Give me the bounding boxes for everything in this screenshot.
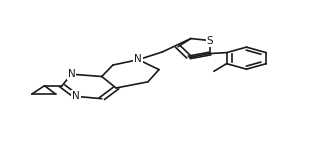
Text: N: N xyxy=(135,54,142,64)
Text: N: N xyxy=(73,91,80,101)
Text: N: N xyxy=(68,69,75,79)
Text: S: S xyxy=(207,35,213,46)
